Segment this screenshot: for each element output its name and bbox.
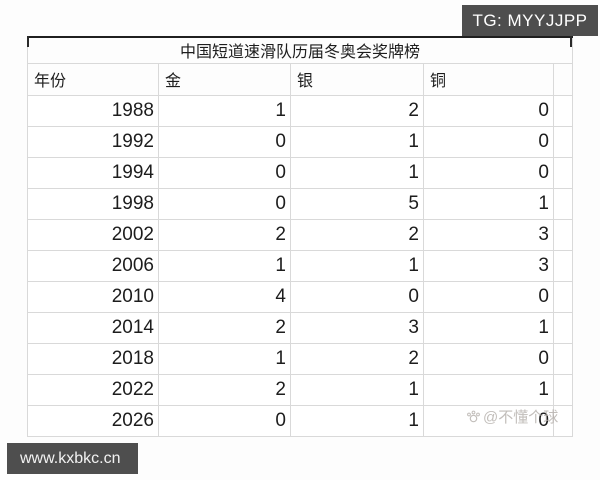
table-row: 2026 0 1 0 <box>27 404 573 437</box>
cell-silver: 1 <box>290 404 424 437</box>
cell-gold: 0 <box>158 404 291 437</box>
table-row: 2022 2 1 1 <box>27 373 573 406</box>
cell-gold: 1 <box>158 342 291 375</box>
table-row: 2018 1 2 0 <box>27 342 573 375</box>
cell-year: 1988 <box>27 94 159 127</box>
cell-empty <box>553 249 573 282</box>
cell-year: 1998 <box>27 187 159 220</box>
website-badge: www.kxbkc.cn <box>7 443 138 474</box>
cell-bronze: 1 <box>423 311 554 344</box>
cell-empty <box>553 280 573 313</box>
table-title: 中国短道速滑队历届冬奥会奖牌榜 <box>27 37 573 64</box>
cell-gold: 0 <box>158 156 291 189</box>
column-header-gold: 金 <box>158 62 291 96</box>
cell-year: 2018 <box>27 342 159 375</box>
cell-silver: 1 <box>290 125 424 158</box>
cell-gold: 2 <box>158 311 291 344</box>
cell-empty <box>553 342 573 375</box>
cell-silver: 1 <box>290 249 424 282</box>
table-title-row: 中国短道速滑队历届冬奥会奖牌榜 <box>27 37 573 64</box>
cell-empty <box>553 125 573 158</box>
cell-year: 2026 <box>27 404 159 437</box>
cell-bronze: 0 <box>423 94 554 127</box>
cell-gold: 0 <box>158 125 291 158</box>
cell-bronze: 1 <box>423 373 554 406</box>
cell-year: 2002 <box>27 218 159 251</box>
cell-gold: 2 <box>158 218 291 251</box>
table-row: 2006 1 1 3 <box>27 249 573 282</box>
table-row: 2014 2 3 1 <box>27 311 573 344</box>
medal-table-wrap: 中国短道速滑队历届冬奥会奖牌榜 年份金银铜 1988 1 2 0 1992 0 1 0 1994… <box>27 36 573 437</box>
cell-gold: 4 <box>158 280 291 313</box>
column-header-empty <box>553 62 573 96</box>
table-corner-tick-right <box>570 36 572 47</box>
cell-year: 1994 <box>27 156 159 189</box>
table-row: 1994 0 1 0 <box>27 156 573 189</box>
table-body: 1988 1 2 0 1992 0 1 0 1994 0 1 0 1998 0 5 1 2002 2 2 3 2006 1… <box>27 94 573 437</box>
table-row: 1988 1 2 0 <box>27 94 573 127</box>
table-header-row: 年份金银铜 <box>27 62 573 96</box>
cell-silver: 3 <box>290 311 424 344</box>
table-row: 2002 2 2 3 <box>27 218 573 251</box>
cell-bronze: 0 <box>423 156 554 189</box>
cell-silver: 1 <box>290 156 424 189</box>
cell-gold: 1 <box>158 94 291 127</box>
cell-year: 1992 <box>27 125 159 158</box>
cell-silver: 2 <box>290 218 424 251</box>
column-header-year: 年份 <box>27 62 159 96</box>
column-header-silver: 银 <box>290 62 424 96</box>
cell-silver: 2 <box>290 342 424 375</box>
cell-empty <box>553 404 573 437</box>
table-row: 1998 0 5 1 <box>27 187 573 220</box>
medal-table: 中国短道速滑队历届冬奥会奖牌榜 年份金银铜 1988 1 2 0 1992 0 1 0 1994… <box>27 36 573 437</box>
cell-year: 2022 <box>27 373 159 406</box>
cell-bronze: 0 <box>423 342 554 375</box>
cell-gold: 1 <box>158 249 291 282</box>
cell-silver: 5 <box>290 187 424 220</box>
cell-empty <box>553 373 573 406</box>
cell-bronze: 3 <box>423 249 554 282</box>
cell-bronze: 1 <box>423 187 554 220</box>
cell-silver: 2 <box>290 94 424 127</box>
cell-year: 2014 <box>27 311 159 344</box>
cell-gold: 2 <box>158 373 291 406</box>
table-corner-tick-left <box>27 36 29 47</box>
cell-gold: 0 <box>158 187 291 220</box>
column-header-bronze: 铜 <box>423 62 554 96</box>
cell-silver: 1 <box>290 373 424 406</box>
cell-empty <box>553 218 573 251</box>
cell-bronze: 0 <box>423 404 554 437</box>
cell-silver: 0 <box>290 280 424 313</box>
cell-bronze: 0 <box>423 125 554 158</box>
cell-year: 2010 <box>27 280 159 313</box>
cell-empty <box>553 187 573 220</box>
cell-year: 2006 <box>27 249 159 282</box>
telegram-badge: TG: MYYJJPP <box>462 5 598 36</box>
cell-empty <box>553 94 573 127</box>
cell-bronze: 3 <box>423 218 554 251</box>
table-row: 1992 0 1 0 <box>27 125 573 158</box>
cell-empty <box>553 311 573 344</box>
cell-empty <box>553 156 573 189</box>
cell-bronze: 0 <box>423 280 554 313</box>
table-row: 2010 4 0 0 <box>27 280 573 313</box>
